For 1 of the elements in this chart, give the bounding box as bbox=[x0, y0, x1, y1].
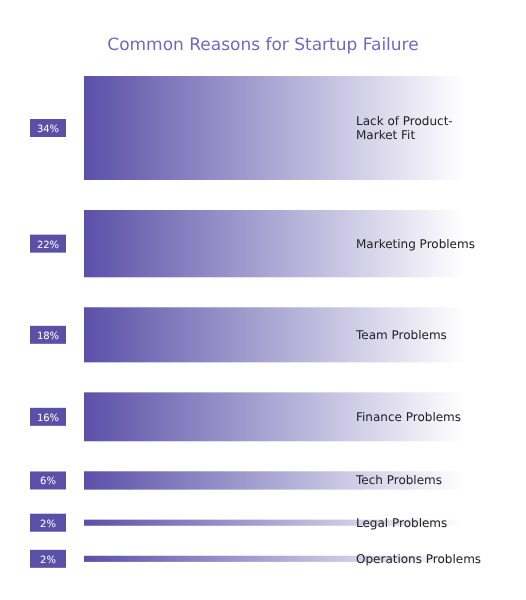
text: Common Reasons for Startup Failure bbox=[107, 36, 419, 56]
